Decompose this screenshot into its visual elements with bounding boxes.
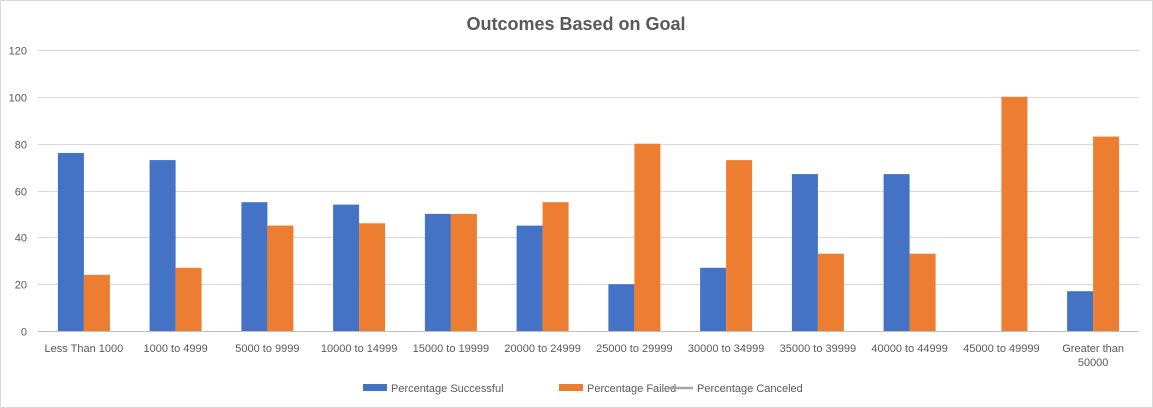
x-tick-label: 5000 to 9999 bbox=[235, 343, 299, 355]
legend-label: Percentage Successful bbox=[391, 383, 504, 395]
bars bbox=[57, 96, 1120, 331]
legend: Percentage Successful Percentage Failed Pe… bbox=[363, 383, 803, 395]
x-axis-ticks: Less Than 1000 1000 to 4999 5000 to 9999 10… bbox=[45, 343, 1124, 369]
y-tick-label: 20 bbox=[15, 280, 27, 292]
bar bbox=[175, 267, 202, 331]
legend-label: Percentage Canceled bbox=[697, 383, 803, 395]
bar bbox=[359, 223, 386, 331]
bar bbox=[1093, 136, 1120, 331]
bar bbox=[634, 143, 661, 331]
gridlines bbox=[38, 50, 1139, 332]
x-tick-label: Greater than 50000 bbox=[1062, 343, 1124, 369]
bar bbox=[817, 253, 844, 331]
bar bbox=[516, 225, 543, 331]
legend-swatch bbox=[363, 384, 387, 391]
y-tick-label: 60 bbox=[15, 187, 27, 199]
y-tick-label: 0 bbox=[21, 327, 27, 339]
bar bbox=[57, 153, 84, 331]
bar bbox=[1001, 96, 1028, 331]
bar bbox=[791, 174, 818, 331]
y-tick-label: 40 bbox=[15, 233, 27, 245]
bar bbox=[83, 274, 110, 331]
bar bbox=[267, 225, 294, 331]
y-tick-label: 100 bbox=[9, 93, 27, 105]
bar bbox=[241, 202, 268, 331]
bar bbox=[883, 174, 910, 331]
legend-swatch bbox=[559, 384, 583, 391]
bar bbox=[909, 253, 936, 331]
bar bbox=[1067, 291, 1094, 331]
x-tick-label: 35000 to 39999 bbox=[780, 343, 856, 355]
bar bbox=[542, 202, 569, 331]
bar bbox=[149, 160, 176, 331]
x-tick-label: 25000 to 29999 bbox=[596, 343, 672, 355]
y-tick-label: 120 bbox=[9, 46, 27, 58]
y-axis-ticks: 0 20 40 60 80 100 120 bbox=[9, 46, 27, 339]
bar bbox=[700, 267, 727, 331]
chart-title: Outcomes Based on Goal bbox=[466, 14, 685, 34]
bar bbox=[726, 160, 753, 331]
bar bbox=[450, 213, 477, 331]
x-tick-label: 1000 to 4999 bbox=[144, 343, 208, 355]
x-tick-label: 45000 to 49999 bbox=[963, 343, 1039, 355]
bar bbox=[608, 284, 635, 331]
x-tick-label: 20000 to 24999 bbox=[504, 343, 580, 355]
legend-label: Percentage Failed bbox=[587, 383, 676, 395]
bar bbox=[424, 213, 451, 331]
y-tick-label: 80 bbox=[15, 140, 27, 152]
bar bbox=[333, 204, 360, 331]
x-tick-label: 40000 to 44999 bbox=[871, 343, 947, 355]
x-tick-label: 30000 to 34999 bbox=[688, 343, 764, 355]
x-tick-label: Less Than 1000 bbox=[45, 343, 124, 355]
x-tick-label: 15000 to 19999 bbox=[413, 343, 489, 355]
x-tick-label: 10000 to 14999 bbox=[321, 343, 397, 355]
